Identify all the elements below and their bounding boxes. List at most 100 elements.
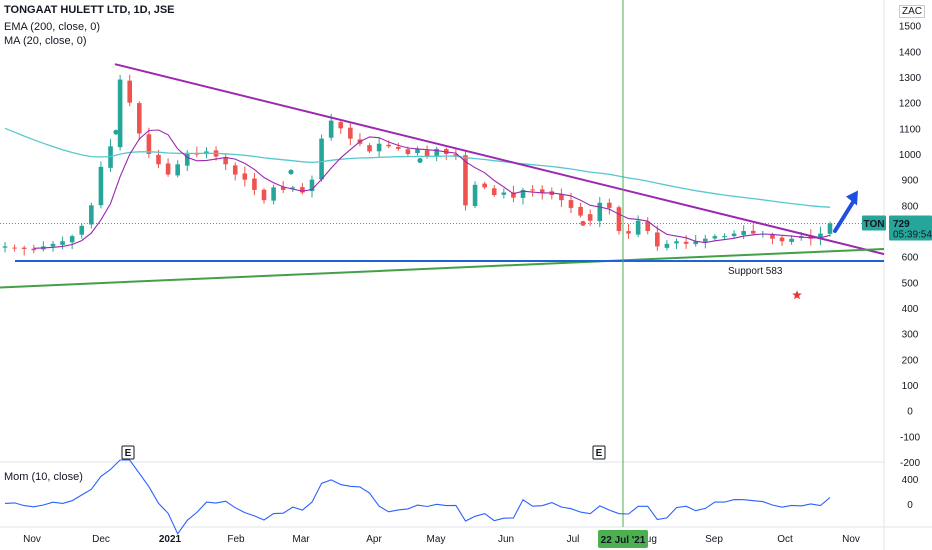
candle-body[interactable] — [232, 165, 238, 175]
momentum-legend[interactable]: Mom (10, close) — [4, 471, 83, 483]
candle-body[interactable] — [472, 184, 478, 207]
candle-body[interactable] — [319, 138, 324, 180]
candle-body[interactable] — [242, 173, 248, 180]
candle-body[interactable] — [731, 233, 737, 237]
candle-body[interactable] — [271, 187, 276, 201]
candle-body[interactable] — [607, 202, 612, 208]
star-marker[interactable] — [792, 290, 802, 300]
candle-body[interactable] — [559, 194, 564, 201]
candle-body[interactable] — [348, 127, 353, 139]
candle-body[interactable] — [511, 192, 516, 198]
candle-body[interactable] — [415, 148, 420, 154]
candle-body[interactable] — [156, 154, 161, 165]
candle-body[interactable] — [79, 225, 85, 235]
earnings-marker[interactable] — [592, 445, 606, 460]
countdown-timer: 05:39:54 — [893, 230, 932, 241]
candle-body[interactable] — [21, 247, 27, 249]
candle-body[interactable] — [789, 238, 794, 242]
crosshair-date-badge[interactable] — [598, 530, 648, 548]
candle-body[interactable] — [290, 187, 296, 189]
ema-legend[interactable]: EMA (200, close, 0) — [4, 21, 100, 33]
candle-body[interactable] — [405, 149, 411, 154]
candle-body[interactable] — [539, 189, 545, 193]
candle-body[interactable] — [117, 79, 123, 148]
candle-body[interactable] — [60, 241, 65, 245]
candle-body[interactable] — [367, 145, 372, 152]
candle-body[interactable] — [69, 236, 75, 243]
earnings-marker[interactable] — [121, 445, 135, 460]
price-axis[interactable]: 1500140013001200110010009008007006005004… — [862, 22, 932, 511]
date-axis[interactable]: NovDec2021FebMarAprMayJunJulAugSepOctNov… — [23, 530, 860, 548]
candle-body[interactable] — [261, 189, 267, 201]
candle-body[interactable] — [683, 241, 689, 244]
price-pane[interactable]: Support 583 E E — [0, 0, 885, 527]
candle-body[interactable] — [309, 179, 315, 191]
candle-body[interactable] — [31, 248, 37, 251]
candle-body[interactable] — [376, 143, 382, 152]
last-price-badge[interactable] — [889, 215, 932, 241]
currency-label[interactable]: ZAC — [899, 5, 925, 18]
candle-body[interactable] — [530, 189, 535, 191]
candle-body[interactable] — [98, 166, 104, 206]
candle-body[interactable] — [338, 122, 344, 129]
candle-body[interactable] — [386, 144, 392, 147]
candle-body[interactable] — [702, 238, 708, 242]
candle-body[interactable] — [501, 192, 507, 195]
momentum-line[interactable] — [4, 459, 831, 535]
candle-body[interactable] — [300, 187, 305, 193]
candle-body[interactable] — [223, 157, 228, 165]
candle-body[interactable] — [89, 205, 94, 225]
momentum-pane[interactable] — [4, 459, 831, 535]
candle-body[interactable] — [770, 235, 775, 239]
candle-body[interactable] — [635, 220, 641, 235]
candle-body[interactable] — [808, 235, 814, 239]
candle-body[interactable] — [827, 223, 833, 234]
candle-body[interactable] — [712, 236, 718, 239]
candle-body[interactable] — [491, 188, 497, 196]
candle-body[interactable] — [184, 154, 190, 166]
candle-body[interactable] — [453, 154, 459, 157]
candle-body[interactable] — [175, 164, 180, 176]
rising-support-trendline[interactable] — [0, 247, 885, 289]
candle-body[interactable] — [818, 233, 823, 240]
bullish-arrow[interactable] — [833, 198, 856, 233]
candle-body[interactable] — [664, 243, 670, 248]
candles[interactable] — [2, 74, 833, 256]
candle-body[interactable] — [693, 241, 698, 245]
candle-body[interactable] — [568, 200, 574, 208]
candle-body[interactable] — [137, 103, 142, 134]
resistance-trendline[interactable] — [114, 63, 885, 256]
candle-body[interactable] — [616, 207, 622, 231]
candle-body[interactable] — [597, 202, 603, 222]
candle-body[interactable] — [482, 183, 487, 188]
candle-body[interactable] — [434, 148, 439, 157]
candle-body[interactable] — [463, 155, 468, 206]
candle-body[interactable] — [424, 150, 430, 157]
candle-body[interactable] — [127, 80, 133, 103]
candle-body[interactable] — [146, 134, 152, 154]
candle-body[interactable] — [722, 236, 727, 238]
symbol-badge[interactable] — [862, 215, 886, 231]
candle-body[interactable] — [252, 178, 257, 190]
candle-body[interactable] — [12, 247, 17, 249]
candle-body[interactable] — [674, 241, 679, 244]
candle-body[interactable] — [750, 230, 756, 234]
candle-body[interactable] — [578, 206, 583, 216]
candle-body[interactable] — [396, 146, 401, 149]
candle-body[interactable] — [645, 221, 651, 231]
candle-body[interactable] — [655, 232, 660, 247]
ma-20-line[interactable] — [33, 129, 831, 249]
candle-body[interactable] — [328, 120, 334, 138]
candle-body[interactable] — [587, 214, 593, 221]
candle-body[interactable] — [280, 186, 286, 190]
candle-body[interactable] — [520, 189, 526, 198]
candle-body[interactable] — [626, 231, 631, 234]
candle-body[interactable] — [741, 231, 746, 235]
candle-body[interactable] — [779, 237, 785, 242]
ema-200-line[interactable] — [4, 127, 831, 208]
candle-body[interactable] — [2, 246, 8, 248]
candle-body[interactable] — [165, 163, 171, 175]
ma-legend[interactable]: MA (20, close, 0) — [4, 35, 87, 47]
candle-body[interactable] — [50, 243, 56, 247]
